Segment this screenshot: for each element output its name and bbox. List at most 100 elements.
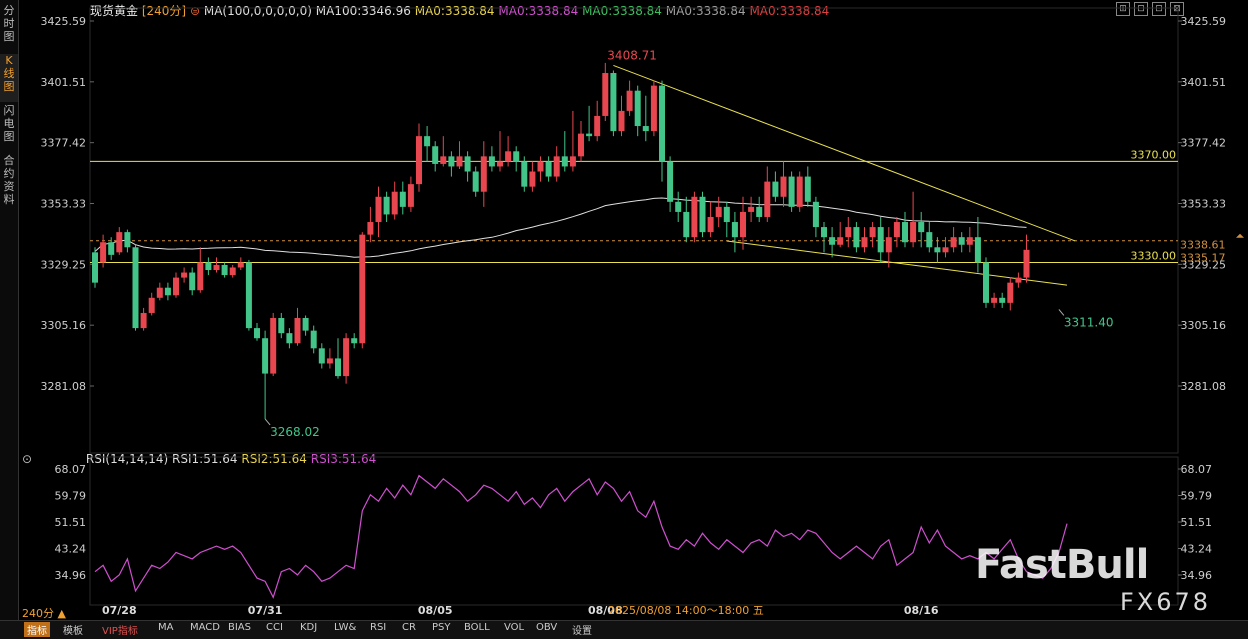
candle-body bbox=[788, 176, 795, 207]
candle-body bbox=[748, 206, 755, 212]
rsi-definition: RSI(14,14,14) bbox=[85, 452, 169, 466]
candle-body bbox=[335, 358, 341, 377]
candle-body bbox=[407, 184, 414, 207]
candle-body bbox=[885, 237, 892, 253]
candle-body bbox=[893, 222, 900, 238]
indicator-tab[interactable]: RSI bbox=[370, 622, 387, 633]
right-axis-label: 3305.16 bbox=[1181, 319, 1227, 332]
indicator-tab[interactable]: MA bbox=[158, 622, 174, 633]
candle-body bbox=[164, 287, 171, 296]
indicator-tab[interactable]: CCI bbox=[266, 622, 283, 633]
rsi-left-label: 34.96 bbox=[55, 569, 87, 582]
candle-body bbox=[156, 287, 163, 298]
candle-body bbox=[245, 262, 252, 329]
candle-body bbox=[974, 237, 981, 263]
candle-body bbox=[140, 312, 147, 329]
candle-body bbox=[262, 338, 269, 374]
candle-body bbox=[302, 318, 309, 331]
close-icon[interactable]: ⊠ bbox=[1170, 2, 1184, 16]
right-axis-label: 3425.59 bbox=[1181, 15, 1227, 28]
candle-body bbox=[521, 161, 528, 187]
tab-kline[interactable]: K线图 bbox=[0, 54, 18, 102]
indicator-tab[interactable]: KDJ bbox=[300, 622, 318, 633]
indicator-tab[interactable]: VOL bbox=[504, 622, 525, 633]
right-axis-label: 3281.08 bbox=[1181, 380, 1227, 393]
candle-body bbox=[845, 227, 852, 238]
candle-body bbox=[116, 232, 123, 253]
candle-body bbox=[148, 297, 155, 313]
candle-body bbox=[537, 161, 544, 172]
candle-body bbox=[100, 242, 107, 263]
settings-icon[interactable]: ⊜ bbox=[189, 4, 201, 18]
candle-body bbox=[934, 247, 941, 253]
candle-body bbox=[780, 176, 787, 197]
minimize-icon[interactable]: ⊟ bbox=[1134, 2, 1148, 16]
candle-body bbox=[861, 237, 868, 248]
candle-body bbox=[821, 227, 827, 238]
price-tag-last: 3335.17 bbox=[1180, 252, 1226, 265]
candle-body bbox=[480, 156, 487, 192]
candle-body bbox=[764, 181, 771, 217]
period-selector[interactable]: 240分 ▲ bbox=[22, 607, 66, 620]
watermark-brand: FastBull bbox=[975, 542, 1149, 588]
left-axis-label: 3353.33 bbox=[41, 198, 87, 211]
indicator-tab[interactable]: PSY bbox=[432, 622, 451, 633]
indicator-tab[interactable]: BIAS bbox=[228, 622, 251, 633]
candle-body bbox=[553, 156, 560, 177]
candle-body bbox=[707, 216, 714, 233]
rsi-settings-icon[interactable]: ⊙ bbox=[22, 452, 33, 466]
indicator-tab[interactable]: VIP指标 bbox=[102, 626, 138, 637]
candle-body bbox=[772, 181, 779, 197]
candle-body bbox=[869, 227, 876, 238]
candle-body bbox=[804, 176, 811, 202]
price-chart[interactable]: 3425.59 3425.59 3401.51 3401.51 3377.42 3377.… bbox=[0, 0, 1248, 455]
rsi-right-label: 34.96 bbox=[1181, 569, 1213, 582]
candle-body bbox=[659, 85, 665, 162]
indicator-tab[interactable]: CR bbox=[402, 622, 416, 633]
candle-body bbox=[683, 211, 690, 238]
indicator-tab[interactable]: 设置 bbox=[572, 626, 592, 637]
rsi-line bbox=[94, 474, 1068, 599]
rsi-right-label: 68.07 bbox=[1181, 463, 1213, 476]
level-label: 3370.00 bbox=[1131, 148, 1177, 161]
indicator-tab[interactable]: BOLL bbox=[464, 622, 490, 633]
candle-body bbox=[359, 234, 366, 344]
left-axis-label: 3305.16 bbox=[41, 319, 87, 332]
candle-body bbox=[326, 358, 333, 364]
candle-body bbox=[367, 222, 374, 235]
candle-body bbox=[918, 222, 925, 233]
tab-contract[interactable]: 合约资料 bbox=[3, 154, 15, 206]
tab-timeshare[interactable]: 分时图 bbox=[3, 4, 15, 43]
rsi-chart[interactable]: 68.07 68.07 59.79 59.79 51.51 51.51 43.24 43.24… bbox=[0, 455, 1248, 615]
candle-body bbox=[237, 262, 244, 268]
candle-body bbox=[456, 156, 463, 167]
restore-icon[interactable]: ⊡ bbox=[1152, 2, 1166, 16]
candle-body bbox=[229, 267, 236, 276]
right-axis-label: 3353.33 bbox=[1181, 198, 1227, 211]
level-label: 3330.00 bbox=[1131, 249, 1177, 262]
ma100-line bbox=[94, 197, 1027, 258]
indicator-tab[interactable]: 模板 bbox=[63, 626, 83, 637]
candle-body bbox=[254, 328, 260, 339]
candle-body bbox=[853, 227, 860, 248]
candle-body bbox=[213, 264, 220, 271]
plot-frame bbox=[89, 7, 1179, 454]
indicator-tab[interactable]: LW& bbox=[334, 622, 357, 633]
candle-body bbox=[667, 161, 674, 202]
left-axis-label: 3401.51 bbox=[41, 76, 87, 89]
left-axis-label: 3281.08 bbox=[41, 380, 87, 393]
indicator-tab[interactable]: MACD bbox=[190, 622, 220, 633]
tab-flash[interactable]: 闪电图 bbox=[3, 104, 15, 143]
candle-body bbox=[1007, 282, 1014, 303]
indicator-tab[interactable]: 指标 bbox=[24, 622, 50, 637]
indicator-tab[interactable]: OBV bbox=[536, 622, 558, 633]
zoom-icon[interactable]: ⊞ bbox=[1116, 2, 1130, 16]
rsi-right-label: 59.79 bbox=[1181, 490, 1213, 503]
candle-body bbox=[756, 206, 763, 217]
candle-body bbox=[294, 318, 301, 344]
rsi-left-label: 51.51 bbox=[55, 516, 87, 529]
candle-body bbox=[424, 136, 431, 147]
candle-body bbox=[181, 272, 188, 278]
candle-body bbox=[383, 196, 390, 215]
candle-body bbox=[902, 222, 908, 243]
